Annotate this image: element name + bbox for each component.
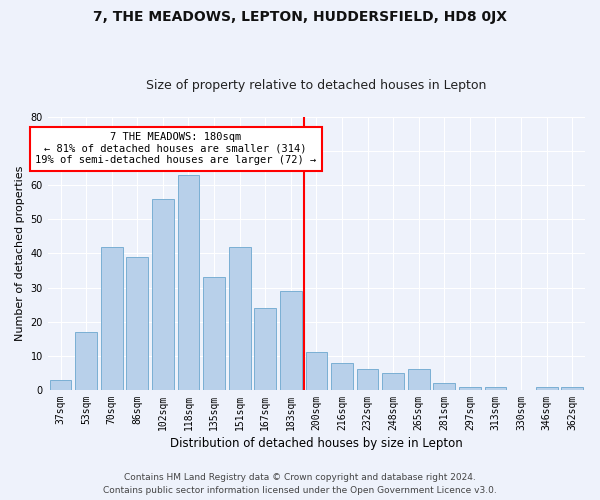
Bar <box>254 308 276 390</box>
Bar <box>75 332 97 390</box>
Bar <box>459 386 481 390</box>
Bar <box>280 291 302 390</box>
Bar <box>331 362 353 390</box>
Bar <box>203 278 225 390</box>
Bar <box>229 246 251 390</box>
Y-axis label: Number of detached properties: Number of detached properties <box>15 166 25 341</box>
Bar <box>433 383 455 390</box>
Bar <box>536 386 557 390</box>
Bar <box>408 370 430 390</box>
Bar <box>305 352 327 390</box>
Title: Size of property relative to detached houses in Lepton: Size of property relative to detached ho… <box>146 79 487 92</box>
Bar <box>50 380 71 390</box>
Bar <box>152 198 174 390</box>
Text: Contains HM Land Registry data © Crown copyright and database right 2024.
Contai: Contains HM Land Registry data © Crown c… <box>103 474 497 495</box>
Bar <box>356 370 379 390</box>
X-axis label: Distribution of detached houses by size in Lepton: Distribution of detached houses by size … <box>170 437 463 450</box>
Bar <box>382 373 404 390</box>
Bar <box>485 386 506 390</box>
Bar <box>101 246 122 390</box>
Bar <box>178 175 199 390</box>
Bar <box>127 257 148 390</box>
Text: 7, THE MEADOWS, LEPTON, HUDDERSFIELD, HD8 0JX: 7, THE MEADOWS, LEPTON, HUDDERSFIELD, HD… <box>93 10 507 24</box>
Text: 7 THE MEADOWS: 180sqm
← 81% of detached houses are smaller (314)
19% of semi-det: 7 THE MEADOWS: 180sqm ← 81% of detached … <box>35 132 316 166</box>
Bar <box>562 386 583 390</box>
